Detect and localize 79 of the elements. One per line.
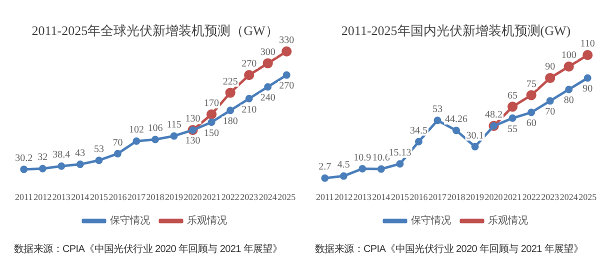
x-tick-label: 2022: [522, 192, 540, 202]
x-tick-label: 2018: [447, 192, 466, 202]
data-label: 180: [222, 116, 238, 128]
x-tick-label: 2018: [146, 192, 165, 202]
x-tick-label: 2012: [334, 192, 353, 202]
data-label: 102: [128, 124, 144, 136]
data-label: 75: [526, 78, 536, 90]
data-label: 15.13: [388, 147, 412, 158]
x-tick-label: 2017: [428, 192, 447, 202]
x-tick-label: 2013: [52, 192, 71, 202]
data-label: 130: [185, 136, 200, 147]
data-label: 330: [279, 35, 294, 46]
x-tick-label: 2019: [165, 192, 184, 202]
data-label: 150: [204, 128, 220, 139]
x-tick-label: 2020: [184, 192, 202, 202]
x-tick-label: 2014: [372, 192, 391, 202]
data-label: 4.5: [337, 160, 350, 171]
data-label: 55: [508, 124, 518, 135]
data-label: 270: [279, 80, 294, 92]
data-label: 30.1: [466, 130, 484, 142]
data-label: 240: [260, 92, 276, 104]
data-label: 115: [166, 120, 182, 131]
data-label: 270: [242, 58, 257, 70]
data-label: 80: [564, 95, 574, 106]
data-label: 44.26: [445, 114, 468, 126]
x-tick-label: 2013: [353, 192, 372, 202]
source-note: 数据来源：CPIA《中国光伏行业 2020 年回顾与 2021 年展望》: [314, 242, 584, 256]
x-tick-label: 2021: [202, 192, 221, 202]
x-tick-label: 2024: [258, 192, 278, 202]
x-tick-label: 2011: [15, 192, 33, 202]
x-tick-label: 2023: [240, 192, 259, 202]
x-tick-label: 2023: [541, 192, 560, 202]
x-tick-label: 2024: [560, 192, 578, 202]
legend-label: 乐观情况: [488, 214, 528, 227]
x-tick-label: 2015: [390, 192, 410, 202]
legend-label: 保守情况: [411, 214, 451, 227]
source-note: 数据来源：CPIA《中国光伏行业 2020 年回顾与 2021 年展望》: [13, 242, 284, 256]
data-label: 10.9: [354, 152, 372, 164]
legend-label: 保守情况: [110, 214, 150, 227]
data-label: 65: [508, 90, 518, 102]
data-label: 90: [545, 62, 556, 73]
legend-label: 乐观情况: [187, 214, 227, 227]
data-label: 90: [582, 84, 593, 95]
x-tick-label: 2025: [278, 192, 296, 202]
data-label: 110: [580, 38, 595, 50]
data-label: 10.6: [372, 152, 390, 164]
data-label: 170: [204, 98, 220, 109]
chart-title: 2011-2025年国内光伏新增装机预测(GW): [341, 23, 571, 38]
x-tick-label: 2019: [466, 192, 485, 202]
data-label: 32: [38, 152, 48, 164]
x-tick-label: 2022: [221, 192, 240, 202]
x-tick-label: 2025: [578, 192, 598, 202]
x-tick-label: 2015: [90, 192, 108, 202]
x-tick-label: 2021: [504, 192, 522, 202]
x-tick-label: 2020: [484, 192, 504, 202]
data-label: 300: [260, 46, 276, 58]
data-label: 106: [148, 123, 163, 134]
chart-title: 2011-2025年全球光伏新增装机预测（GW）: [32, 23, 278, 38]
data-label: 53: [94, 144, 104, 155]
data-label: 2.7: [318, 162, 332, 173]
x-tick-label: 2016: [410, 192, 428, 202]
x-tick-label: 2017: [127, 192, 146, 202]
data-label: 43: [75, 148, 86, 159]
data-label: 70: [112, 137, 123, 148]
data-label: 30.2: [15, 152, 33, 164]
data-label: 34.5: [410, 125, 428, 136]
data-label: 130: [185, 114, 200, 125]
x-tick-label: 2012: [34, 192, 52, 202]
x-tick-label: 2014: [71, 192, 90, 202]
data-label: 48.2: [485, 110, 503, 121]
x-tick-label: 2011: [316, 192, 334, 202]
data-label: 53: [432, 104, 442, 116]
data-label: 38.4: [52, 150, 70, 161]
data-label: 210: [242, 104, 257, 116]
data-label: 100: [561, 50, 576, 62]
x-tick-label: 2016: [108, 192, 128, 202]
data-label: 225: [222, 76, 238, 88]
data-label: 60: [526, 118, 536, 130]
data-label: 70: [545, 106, 556, 118]
